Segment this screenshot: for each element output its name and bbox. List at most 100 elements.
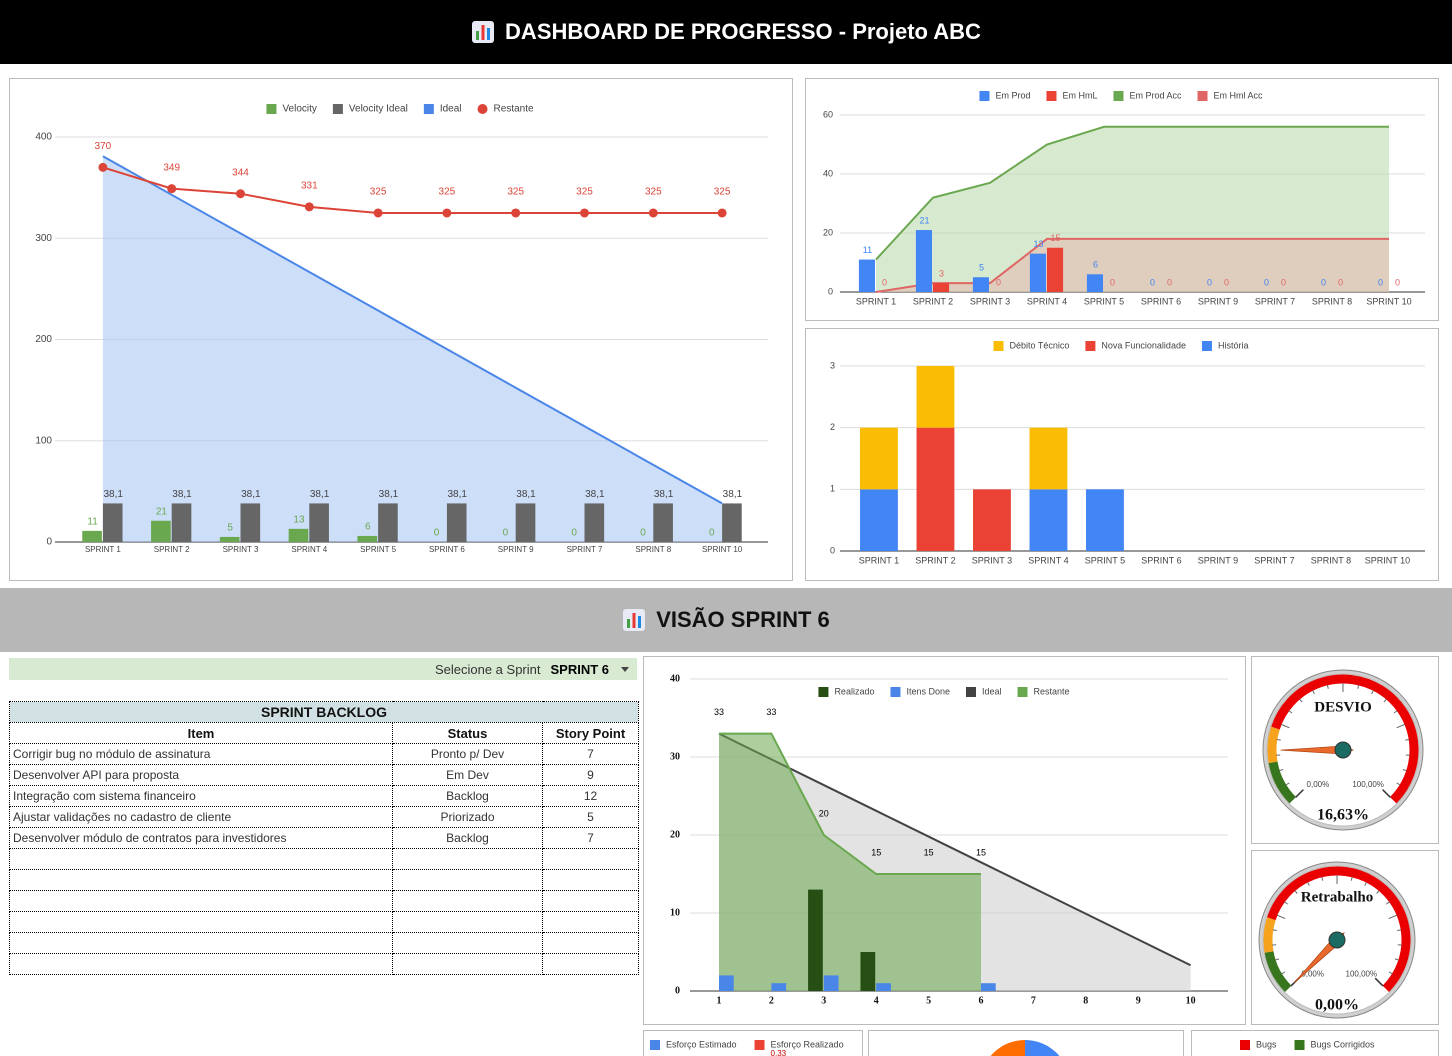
bar [357,535,378,542]
bar [240,503,261,542]
legend-marker [1017,687,1028,697]
line [875,125,1389,261]
x-tick-label: SPRINT 8 [1311,555,1351,565]
data-label: 13 [293,514,305,525]
point [373,208,383,218]
y-tick-label: 0 [830,545,835,555]
bar [171,503,192,542]
area [102,156,723,543]
gauge-tick [1388,971,1393,975]
dropdown-arrow[interactable] [621,666,629,672]
data-label: 15 [924,847,934,857]
gauge-tick [1383,698,1387,703]
legend-label: Em Prod Acc [1129,90,1182,100]
bar [1029,253,1046,292]
y-tick-label: 1 [830,484,835,494]
legend-marker [1201,341,1212,351]
gauge-tick [1396,723,1406,729]
data-label: 331 [301,181,318,192]
x-tick-label: SPRINT 1 [85,545,121,554]
table-row: Desenvolver API para proposta Em Dev 9 [9,764,640,786]
legend-label: Itens Done [906,686,950,696]
table-row: Desenvolver módulo de contratos para inv… [9,827,640,849]
data-label: 6 [1093,260,1098,270]
x-tick-label: SPRINT 5 [360,545,396,554]
legend-marker [1085,341,1096,351]
gauge-tick [1276,739,1281,741]
table-cell: Integração com sistema financeiro [9,785,393,807]
bar [933,283,950,292]
bar [378,503,398,542]
x-tick-label: 6 [979,995,984,1006]
table-cell: Corrigir bug no módulo de assinatura [9,743,393,765]
data-label: 11 [863,245,872,255]
y-tick-label: 300 [35,233,52,244]
table-cell [392,848,543,870]
empty-row [9,953,640,975]
x-tick-label: 3 [821,995,826,1006]
table-cell [541,890,640,912]
gauge-tick [1294,890,1298,894]
legend-marker [890,687,901,697]
bar [288,528,309,542]
data-label: 33 [766,707,776,717]
legend-marker [266,104,277,114]
gauge-tick [1350,876,1353,881]
empty-row [9,869,640,891]
sprint-selector[interactable]: Selecione a Sprint SPRINT 6 [9,658,637,680]
gauge-tick [1281,971,1286,975]
gauge-tick [1275,958,1280,961]
legend-marker [979,91,990,101]
table-cell [392,953,543,975]
bar [860,952,876,991]
table-cell [541,848,640,870]
y-tick-label: 40 [670,673,680,684]
legend-label: Ideal [982,686,1002,696]
y-tick-label: 400 [35,132,52,143]
column-header: Item [9,722,393,744]
data-label: 38,1 [723,489,743,500]
table-cell: 7 [541,827,640,849]
x-tick-label: SPRINT 2 [913,296,953,306]
bar [972,277,989,292]
x-tick-label: SPRINT 1 [856,296,896,306]
table-cell [9,932,393,954]
area [719,733,981,991]
table-row: Ajustar validações no cadastro de client… [9,806,640,828]
gauge-value: 16,63% [1317,807,1369,824]
table-body: Corrigir bug no módulo de assinatura Pron… [9,743,640,975]
data-label: 38,1 [654,489,674,500]
empty-row [9,932,640,954]
data-label: 15 [1051,233,1061,243]
gauge-band [1267,866,1411,992]
table-cell: Desenvolver API para proposta [9,764,393,786]
x-tick-label: 5 [926,995,931,1006]
legend: Velocity Velocity Ideal Ideal Restante [266,104,534,115]
bar [219,536,240,542]
legend-label: Realizado [834,686,874,696]
bar [82,530,102,542]
table-cell [541,911,640,933]
selector-value[interactable]: SPRINT 6 [550,661,609,677]
gauge-tick [1405,739,1410,741]
x-tick-label: SPRINT 5 [1085,555,1125,565]
data-label: 6 [365,522,371,533]
data-label: 0 [1395,277,1400,287]
legend-marker [1240,1040,1250,1050]
data-label: 38,1 [241,489,261,500]
gauge-tick-label: 100,00% [1346,969,1378,978]
table-cell [392,869,543,891]
empty-row [9,848,640,870]
column-header: Status [392,722,543,744]
y-tick-label: 100 [35,435,52,446]
legend-label: História [1218,340,1249,350]
table-cell: Backlog [392,827,543,849]
gauge-tick [1288,710,1293,714]
legend-marker [650,1040,660,1050]
gauge-band [1263,917,1276,953]
gauge-hub [1328,931,1346,949]
bar-segment [1029,427,1068,490]
gauge-tick [1402,768,1407,772]
bar [719,975,734,991]
column-header: Story Point [541,722,640,744]
